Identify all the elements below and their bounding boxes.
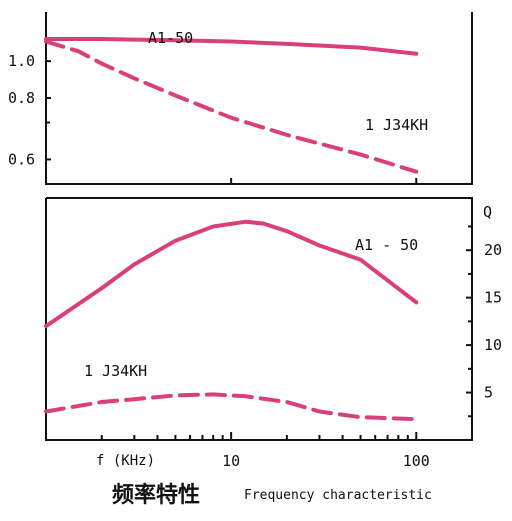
top-y-tick-label-1: 0.8	[8, 89, 35, 107]
caption-chinese: 频率特性	[112, 482, 200, 508]
top-series-0-line	[44, 37, 419, 56]
bottom-x-tick-label-0: 10	[222, 452, 240, 470]
top-y-tick-label-0: 1.0	[8, 52, 35, 70]
bottom-label-1j34kh: 1 J34KH	[84, 362, 147, 380]
bottom-label-a1-50: A1 - 50	[355, 236, 418, 254]
top-label-1j34kh: 1 J34KH	[365, 116, 428, 134]
bottom-panel-frame	[45, 197, 473, 441]
bottom-series-1-line	[44, 392, 419, 422]
top-series-1-line	[44, 39, 419, 174]
bottom-y-tick-label-2: 10	[484, 336, 502, 354]
bottom-y-tick-label-1: 15	[484, 289, 502, 307]
bottom-panel: 20 15 10 5 10 100 Q A1 - 50 1 J34KH f (KHz)	[44, 197, 502, 470]
bottom-y-tick-label-0: 20	[484, 241, 502, 259]
bottom-y-axis-title: Q	[483, 203, 492, 221]
bottom-y-tick-label-3: 5	[484, 384, 493, 402]
caption: 频率特性 Frequency characteristic	[112, 482, 432, 508]
top-panel: 1.0 0.8 0.6 A1-50 1 J34KH	[8, 12, 473, 185]
caption-english: Frequency characteristic	[244, 488, 432, 503]
bottom-x-axis-label: f (KHz)	[96, 453, 155, 469]
bottom-x-tick-label-1: 100	[403, 452, 430, 470]
top-label-a1-50: A1-50	[148, 29, 193, 47]
bottom-series-0-line	[44, 219, 419, 329]
top-y-tick-label-2: 0.6	[8, 150, 35, 168]
